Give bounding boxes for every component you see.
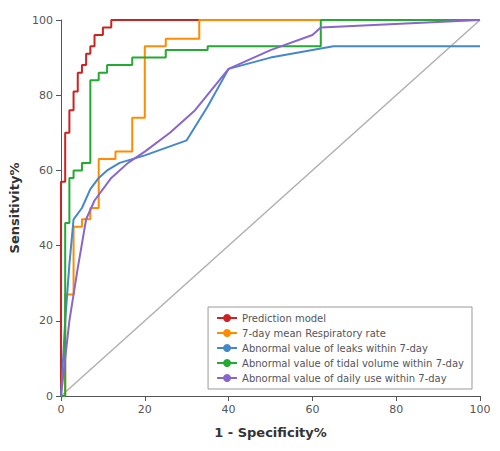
svg-text:40: 40 xyxy=(39,239,53,252)
svg-text:1 - Specificity%: 1 - Specificity% xyxy=(214,425,327,440)
svg-text:Prediction model: Prediction model xyxy=(242,313,326,324)
svg-text:20: 20 xyxy=(39,314,53,327)
svg-text:20: 20 xyxy=(138,403,152,416)
svg-text:100: 100 xyxy=(470,403,491,416)
svg-text:80: 80 xyxy=(389,403,403,416)
svg-text:Abnormal value of daily use wi: Abnormal value of daily use within 7-day xyxy=(242,373,447,384)
svg-text:7-day mean Respiratory rate: 7-day mean Respiratory rate xyxy=(242,328,386,339)
svg-text:40: 40 xyxy=(222,403,236,416)
svg-text:Sensitivity%: Sensitivity% xyxy=(7,163,22,254)
svg-text:60: 60 xyxy=(39,164,53,177)
svg-text:Abnormal value of tidal volume: Abnormal value of tidal volume within 7-… xyxy=(242,358,464,369)
svg-text:100: 100 xyxy=(32,14,53,27)
svg-text:60: 60 xyxy=(305,403,319,416)
svg-text:0: 0 xyxy=(46,390,53,403)
svg-text:0: 0 xyxy=(58,403,65,416)
svg-text:80: 80 xyxy=(39,89,53,102)
svg-text:Abnormal value of leaks within: Abnormal value of leaks within 7-day xyxy=(242,343,428,354)
